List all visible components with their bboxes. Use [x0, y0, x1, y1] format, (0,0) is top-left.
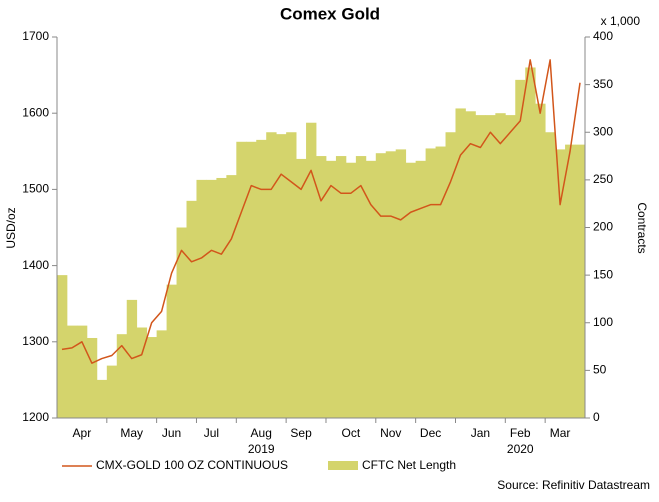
area-step [365, 160, 377, 418]
area-step [57, 275, 68, 418]
area-step [385, 151, 397, 419]
y-tick-label: 1700 [22, 29, 49, 43]
area-step [435, 146, 446, 418]
legend-label: CMX-GOLD 100 OZ CONTINUOUS [96, 458, 288, 472]
area-step [555, 149, 566, 418]
area-step [535, 103, 546, 419]
source-note: Source: Refinitiv Datastream [497, 478, 650, 492]
area-step [246, 141, 257, 418]
area-step [345, 162, 357, 418]
area-step [296, 158, 307, 419]
y-tick-label: 1600 [22, 105, 49, 119]
area-step [86, 337, 98, 418]
y-tick-label: 1500 [22, 182, 49, 196]
area-step [455, 108, 466, 418]
area-step [166, 284, 177, 418]
area-step [475, 115, 486, 418]
area-step [465, 111, 476, 419]
x-tick-label: Dec [420, 426, 441, 440]
area-step [565, 144, 576, 418]
area-step [415, 160, 427, 418]
area-step [206, 179, 217, 418]
area-step [375, 153, 387, 418]
x-tick-label: Jan [471, 426, 490, 440]
x-year-label: 2019 [248, 442, 275, 456]
y2-tick-label: 350 [593, 77, 613, 91]
area-step [306, 122, 317, 418]
area-step [405, 162, 417, 418]
area-step [76, 325, 88, 418]
y2-tick-label: 50 [593, 363, 607, 377]
area-step [186, 200, 197, 418]
legend-area-swatch [328, 461, 358, 470]
y-axis-label: USD/oz [4, 207, 18, 248]
y2-tick-label: 100 [593, 315, 613, 329]
area-step [156, 330, 167, 418]
y-tick-label: 1400 [22, 258, 49, 272]
area-step [355, 156, 367, 418]
y2-tick-label: 150 [593, 267, 613, 281]
area-step [226, 175, 237, 418]
x-tick-label: Mar [550, 426, 571, 440]
area-step [335, 156, 347, 418]
area-step [575, 144, 586, 418]
legend-label: CFTC Net Length [362, 458, 456, 472]
x-tick-label: Oct [342, 426, 361, 440]
area-step [196, 179, 207, 418]
y2-tick-label: 400 [593, 29, 613, 43]
area-step [485, 115, 496, 418]
y2-axis-label: Contracts [635, 202, 649, 253]
chart-title: Comex Gold [280, 4, 380, 23]
area-step [96, 379, 108, 418]
y2-unit-label: x 1,000 [601, 14, 641, 28]
area-step [176, 227, 187, 418]
area-step [136, 327, 148, 418]
area-step [236, 141, 247, 418]
area-step [216, 177, 227, 418]
y2-tick-label: 0 [593, 410, 600, 424]
y2-tick-label: 300 [593, 124, 613, 138]
area-step [266, 132, 277, 418]
area-step [545, 132, 556, 418]
price-line [61, 59, 581, 364]
area-step [106, 365, 118, 418]
y2-tick-label: 200 [593, 220, 613, 234]
y2-tick-label: 250 [593, 172, 613, 186]
area-step [445, 132, 456, 418]
x-tick-label: Sep [290, 426, 312, 440]
area-step [286, 132, 297, 418]
x-tick-label: May [120, 426, 143, 440]
area-step [256, 139, 267, 418]
area-step [276, 134, 287, 418]
x-tick-label: Apr [73, 426, 92, 440]
x-tick-label: Aug [251, 426, 272, 440]
area-step [515, 79, 526, 419]
area-step [395, 149, 407, 418]
area-step [325, 160, 337, 418]
area-step [525, 67, 536, 418]
area-step [505, 115, 516, 418]
area-step [316, 156, 327, 418]
x-tick-label: Nov [380, 426, 401, 440]
area-step [495, 113, 506, 418]
area-step [146, 337, 158, 418]
x-tick-label: Jun [162, 426, 181, 440]
x-tick-label: Feb [510, 426, 531, 440]
area-step [66, 325, 78, 418]
y-tick-label: 1200 [22, 410, 49, 424]
area-step [425, 148, 436, 418]
y-tick-label: 1300 [22, 334, 49, 348]
x-tick-label: Jul [204, 426, 219, 440]
area-step [116, 334, 128, 418]
x-year-label: 2020 [507, 442, 534, 456]
